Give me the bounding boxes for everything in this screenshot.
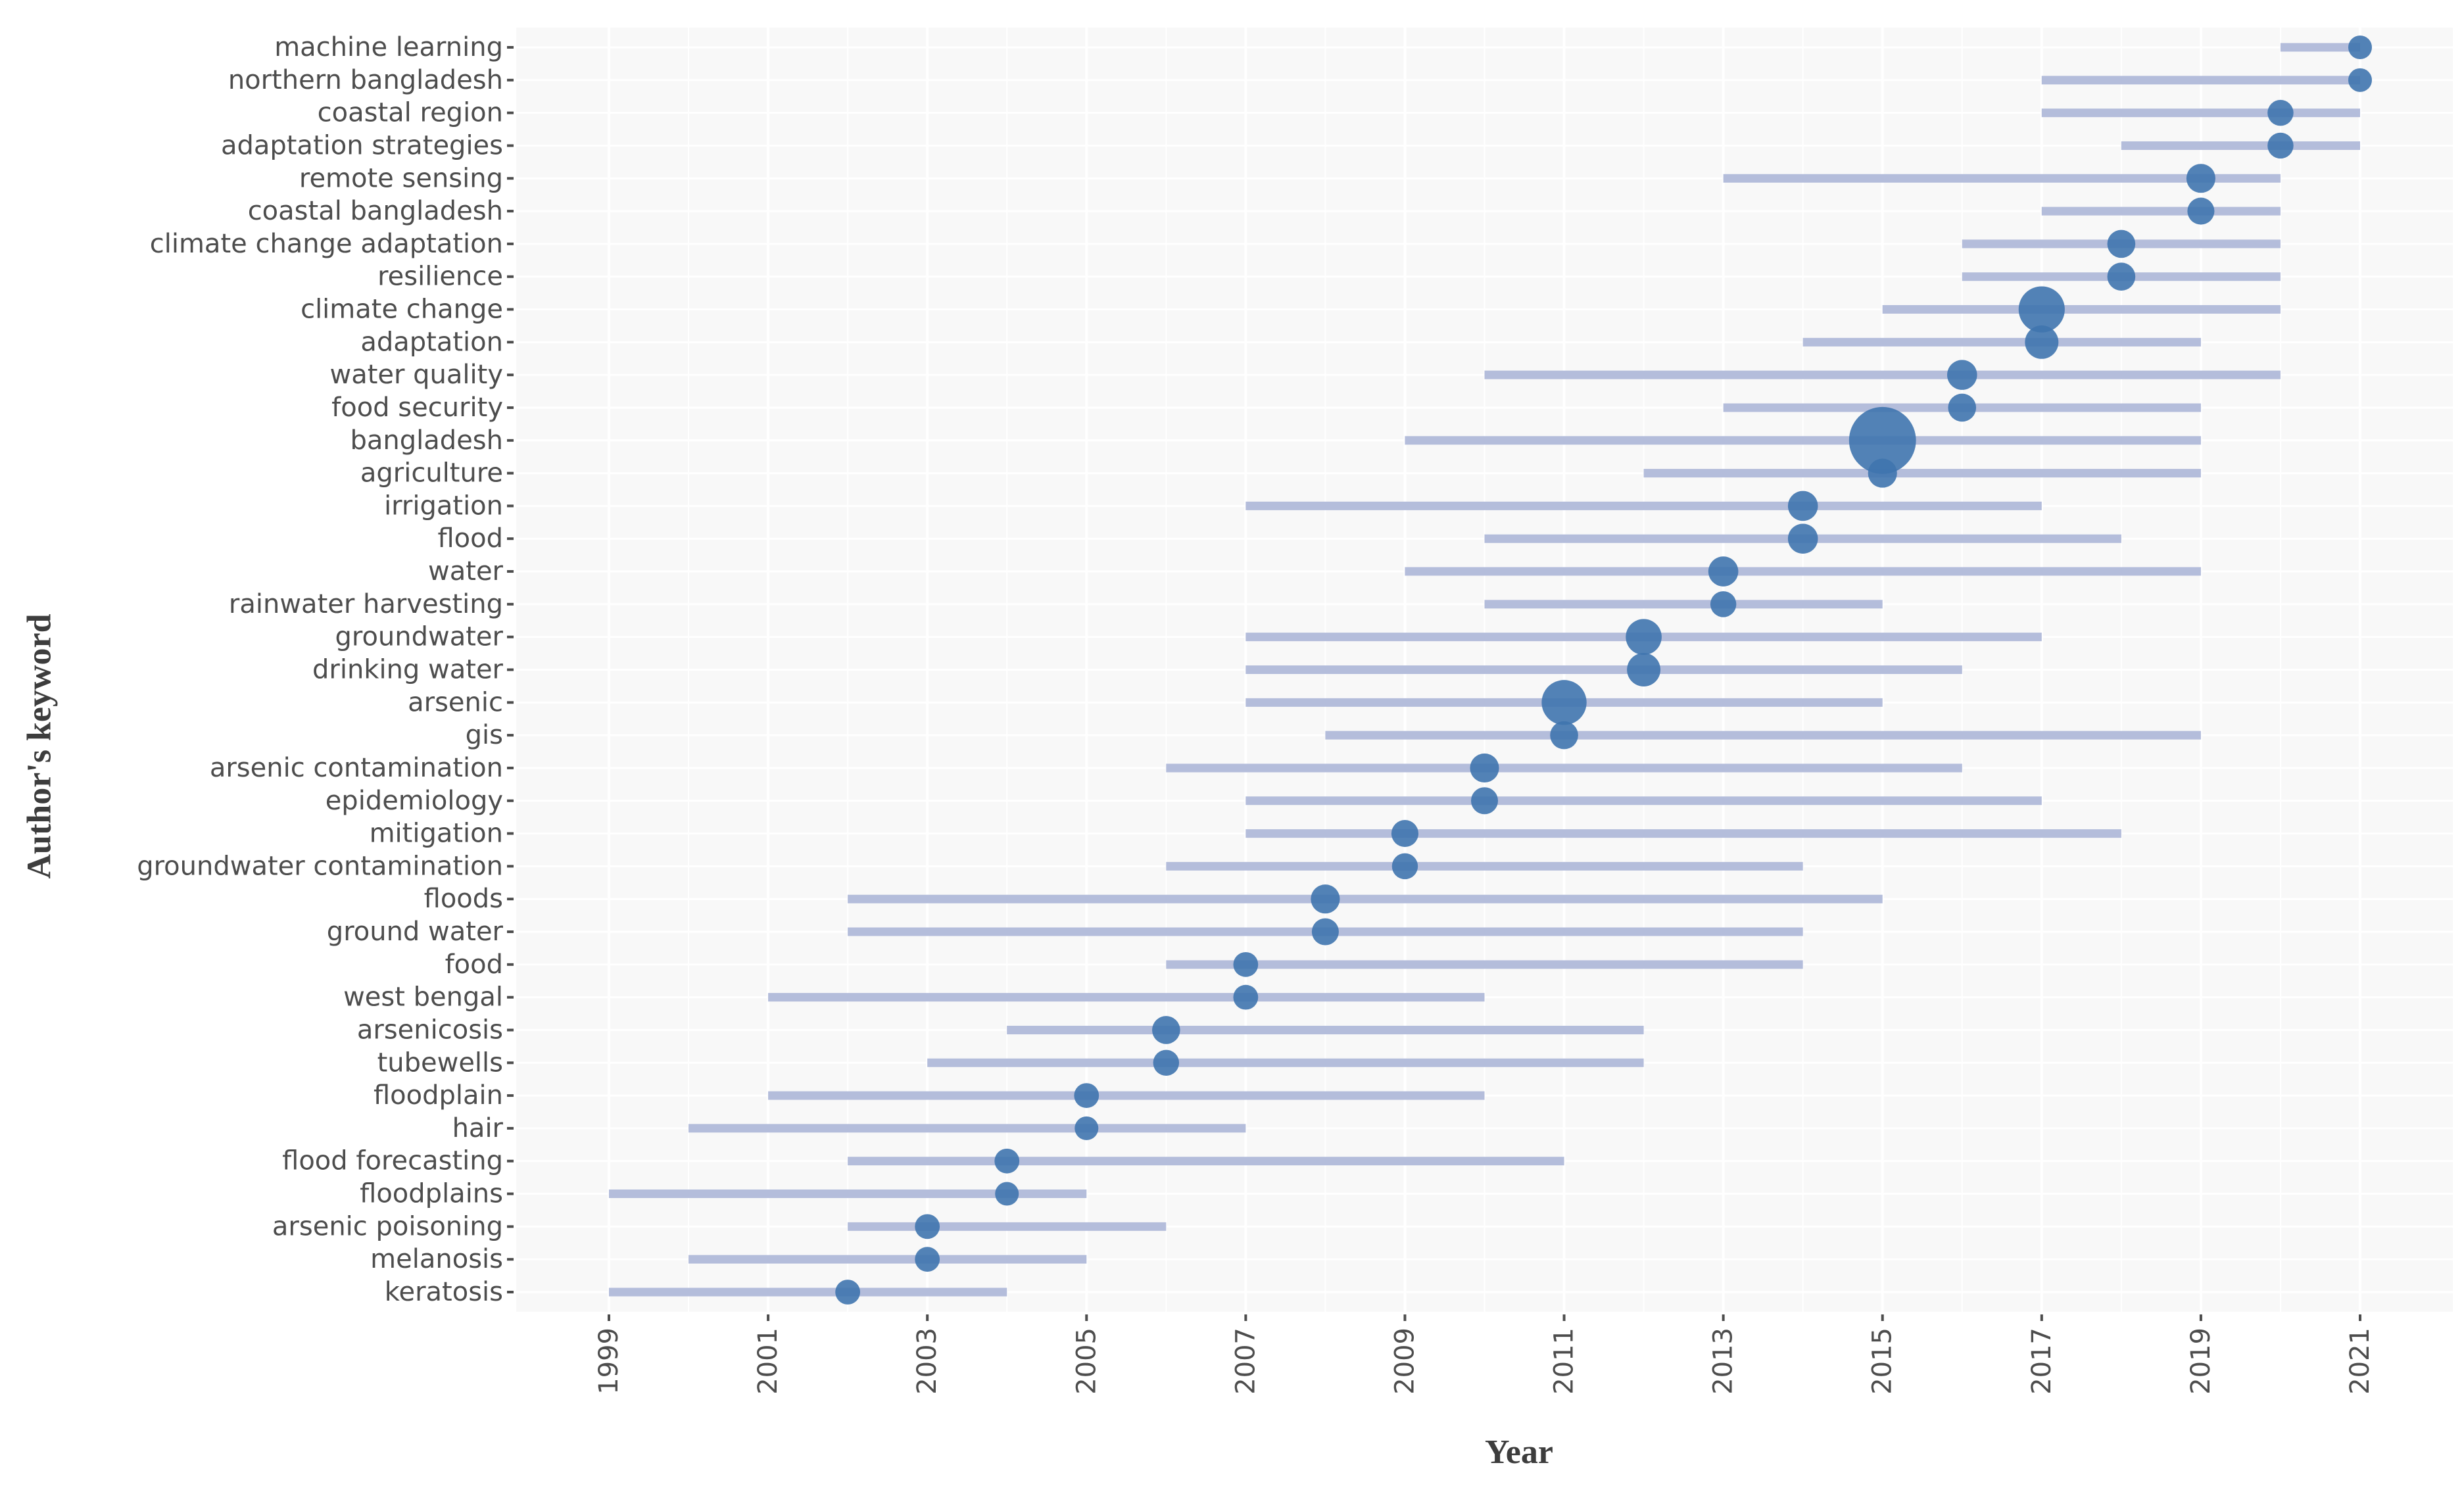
median-point [1152, 1016, 1180, 1044]
median-point [2025, 325, 2059, 359]
median-point [1627, 653, 1661, 686]
x-tick-label: 2013 [1708, 1328, 1739, 1395]
y-tick-label: groundwater contamination [137, 851, 503, 881]
median-point [1868, 458, 1897, 488]
y-tick-label: epidemiology [326, 786, 503, 816]
y-tick-label: groundwater [335, 622, 504, 652]
median-point [1787, 491, 1818, 521]
y-tick-label: machine learning [274, 32, 503, 62]
x-tick-label: 2007 [1230, 1328, 1261, 1395]
y-tick-label: floodplain [374, 1080, 503, 1111]
y-tick-label: resilience [377, 262, 503, 292]
median-point [1233, 951, 1259, 977]
y-tick-label: water [428, 556, 504, 587]
y-tick-label: keratosis [385, 1277, 503, 1307]
median-point [1848, 406, 1916, 474]
median-point [1311, 918, 1339, 946]
median-point [835, 1280, 861, 1305]
median-point [1391, 853, 1418, 880]
x-tick-label: 2009 [1389, 1328, 1420, 1395]
median-point [1074, 1083, 1099, 1108]
median-point [1311, 884, 1340, 914]
median-point [1470, 753, 1499, 782]
median-point [2186, 164, 2215, 193]
y-tick-label: flood forecasting [282, 1146, 503, 1176]
median-point [2267, 99, 2294, 126]
y-tick-label: arsenic [408, 687, 503, 717]
y-tick-label: gis [466, 720, 503, 750]
median-point [2187, 197, 2215, 225]
y-tick-label: floodplains [360, 1179, 503, 1209]
median-point [2018, 286, 2065, 333]
median-point [1948, 393, 1977, 422]
y-tick-label: climate change [301, 295, 503, 325]
y-tick-label: arsenicosis [357, 1015, 503, 1045]
y-tick-label: rainwater harvesting [229, 589, 503, 619]
y-tick-label: west bengal [343, 982, 503, 1013]
y-tick-label: coastal region [318, 98, 503, 128]
median-point [1947, 360, 1977, 390]
x-tick-label: 2005 [1071, 1328, 1101, 1395]
median-point [1550, 721, 1578, 750]
x-tick-label: 2001 [753, 1328, 783, 1395]
y-tick-label: food [445, 949, 503, 980]
x-axis-title: Year [1485, 1433, 1553, 1471]
y-tick-label: climate change adaptation [150, 229, 503, 259]
y-tick-label: arsenic contamination [210, 753, 503, 783]
x-tick-label: 2015 [1868, 1328, 1898, 1395]
median-point [915, 1214, 940, 1239]
median-point [2107, 262, 2136, 291]
median-point [915, 1247, 940, 1272]
median-point [2267, 132, 2294, 159]
y-tick-label: food security [331, 393, 503, 423]
median-point [1233, 984, 1259, 1010]
y-tick-label: northern bangladesh [228, 65, 503, 95]
x-tick-label: 2021 [2345, 1328, 2375, 1395]
x-tick-label: 2011 [1549, 1328, 1580, 1395]
median-point [1153, 1049, 1180, 1076]
median-point [994, 1148, 1020, 1174]
x-axis-ticks: 1999 2001 2003 2005 2007 2009 2011 2013 2015 2017… [594, 1314, 2375, 1395]
y-tick-label: agriculture [360, 458, 503, 489]
median-point [995, 1182, 1019, 1206]
y-tick-label: adaptation strategies [221, 130, 503, 160]
y-tick-label: melanosis [370, 1244, 503, 1274]
median-point [1075, 1116, 1099, 1140]
y-tick-label: ground water [327, 917, 504, 947]
median-point [2348, 36, 2372, 59]
y-tick-label: hair [452, 1113, 504, 1143]
median-point [1787, 523, 1818, 554]
y-tick-label: water quality [329, 360, 503, 390]
median-point [1541, 680, 1587, 725]
x-tick-label: 2017 [2027, 1328, 2057, 1395]
y-tick-label: bangladesh [350, 425, 503, 456]
median-point [2107, 229, 2136, 258]
median-point [1626, 619, 1662, 655]
y-tick-label: remote sensing [299, 163, 503, 193]
median-point [2348, 68, 2372, 92]
y-tick-label: tubewells [377, 1047, 503, 1078]
x-tick-label: 2019 [2186, 1328, 2216, 1395]
median-point [1470, 787, 1499, 815]
y-tick-label: arsenic poisoning [272, 1211, 503, 1241]
median-point [1710, 591, 1737, 617]
y-tick-label: drinking water [312, 655, 504, 685]
median-point [1391, 820, 1418, 848]
y-axis-title: Author's keyword [21, 613, 59, 878]
x-tick-label: 2003 [912, 1328, 942, 1395]
y-tick-label: coastal bangladesh [248, 196, 503, 226]
y-tick-label: adaptation [360, 327, 503, 357]
median-points [835, 36, 2372, 1305]
y-tick-label: floods [424, 884, 503, 914]
y-tick-label: mitigation [370, 819, 503, 849]
x-tick-label: 1999 [594, 1328, 624, 1395]
y-tick-label: irrigation [384, 491, 503, 521]
median-point [1708, 556, 1739, 587]
y-tick-label: flood [437, 523, 503, 554]
